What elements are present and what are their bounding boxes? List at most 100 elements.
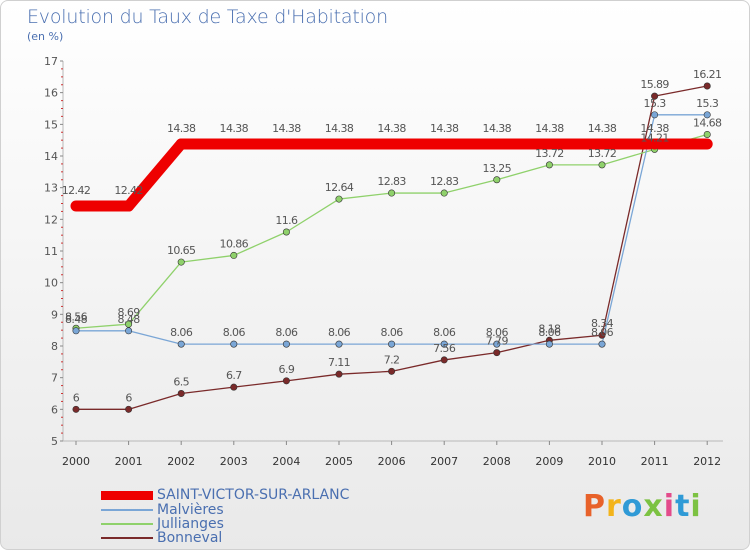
data-point	[703, 82, 711, 90]
data-label: 14.38	[430, 122, 459, 135]
x-tick-label: 2008	[483, 455, 511, 468]
y-tick-label: 11	[44, 245, 58, 258]
data-point	[440, 356, 448, 364]
data-label: 14.38	[272, 122, 301, 135]
data-point	[177, 258, 185, 266]
data-label: 11.6	[275, 214, 298, 227]
data-point	[228, 138, 240, 150]
series-points	[70, 82, 713, 413]
data-label: 12.64	[325, 181, 354, 194]
legend-swatch-jullianges	[101, 523, 153, 525]
x-tick-label: 2009	[535, 455, 563, 468]
data-label: 16.21	[693, 68, 722, 81]
axes: 5 6 7 8 9 10 11 12 13 14 15 16 17 2000 2001 2002 2003 200…	[44, 55, 723, 468]
data-point	[72, 405, 80, 413]
data-label: 14.38	[640, 122, 669, 135]
data-label: 8.69	[118, 306, 141, 319]
data-label: 15.3	[644, 97, 667, 110]
data-point	[123, 200, 135, 212]
legend-swatch-saint-victor	[101, 490, 153, 500]
data-label: 12.83	[430, 175, 459, 188]
data-label: 14.38	[377, 122, 406, 135]
data-label: 8.06	[538, 326, 561, 339]
data-point	[175, 138, 187, 150]
data-label: 6.5	[173, 376, 189, 389]
data-point	[335, 340, 343, 348]
data-point	[230, 383, 238, 391]
legend-swatch-bonneval	[101, 537, 153, 539]
y-tick-label: 14	[44, 150, 58, 163]
data-label: 8.06	[381, 326, 404, 339]
data-point	[230, 251, 238, 259]
y-tick-label: 8	[51, 340, 58, 353]
data-point	[177, 340, 185, 348]
data-label: 8.06	[170, 326, 193, 339]
y-tick-label: 10	[44, 277, 58, 290]
legend-item-saint-victor: SAINT-VICTOR-SUR-ARLANC	[101, 487, 349, 503]
y-tick-label: 12	[44, 213, 58, 226]
data-label: 12.42	[62, 184, 91, 197]
data-point	[543, 138, 555, 150]
data-point	[703, 130, 711, 138]
data-label: 14.38	[535, 122, 564, 135]
data-point	[280, 138, 292, 150]
data-point	[598, 340, 606, 348]
data-label: 12.42	[114, 184, 143, 197]
x-tick-label: 2012	[693, 455, 721, 468]
data-point	[703, 111, 711, 119]
data-label: 6	[73, 391, 80, 404]
data-label: 7.2	[384, 353, 400, 366]
data-point	[177, 389, 185, 397]
data-label: 6.7	[226, 369, 242, 382]
data-point	[386, 138, 398, 150]
y-tick-label: 15	[44, 118, 58, 131]
data-label: 15.3	[696, 97, 719, 110]
legend-item-malvieres: Malvières	[101, 502, 224, 518]
data-label: 8.48	[118, 313, 141, 326]
x-tick-label: 2004	[272, 455, 300, 468]
data-point	[493, 340, 501, 348]
data-label: 8.06	[328, 326, 351, 339]
data-label: 15.89	[640, 78, 669, 91]
legend-item-bonneval: Bonneval	[101, 530, 222, 546]
data-label: 14.38	[483, 122, 512, 135]
legend-swatch-malvieres	[101, 509, 153, 511]
data-label: 8.06	[223, 326, 246, 339]
data-point	[388, 189, 396, 197]
data-point	[125, 327, 133, 335]
y-tick-label: 5	[51, 435, 58, 448]
data-label: 7.11	[328, 356, 350, 369]
data-label: 8.06	[433, 326, 456, 339]
data-label: 8.48	[65, 313, 88, 326]
data-label: 14.38	[588, 122, 617, 135]
y-tick-label: 17	[44, 55, 58, 68]
x-tick-label: 2006	[378, 455, 406, 468]
data-label: 14.21	[640, 131, 669, 144]
data-point	[493, 176, 501, 184]
data-point	[545, 340, 553, 348]
legend-label-malvieres: Malvières	[157, 502, 224, 518]
data-label: 8.06	[486, 326, 509, 339]
legend-item-jullianges: Jullianges	[101, 516, 224, 532]
data-label: 7.79	[486, 335, 509, 348]
proxiti-logo: Proxiti	[583, 489, 702, 524]
data-label: 8.34	[591, 317, 614, 330]
data-point	[440, 340, 448, 348]
data-label: 13.72	[535, 147, 564, 160]
data-label: 6.9	[279, 363, 295, 376]
legend-label-saint-victor: SAINT-VICTOR-SUR-ARLANC	[157, 487, 350, 503]
x-tick-label: 2001	[115, 455, 143, 468]
unit-label: (en %)	[27, 30, 64, 43]
data-point	[491, 138, 503, 150]
data-point	[438, 138, 450, 150]
legend-label-bonneval: Bonneval	[157, 530, 223, 546]
chart-title: Evolution du Taux de Taxe d'Habitation	[27, 6, 388, 28]
data-point	[440, 189, 448, 197]
data-point	[388, 367, 396, 375]
data-point	[125, 405, 133, 413]
data-point	[282, 340, 290, 348]
data-point	[333, 138, 345, 150]
data-label: 14.68	[693, 116, 722, 129]
data-point	[596, 138, 608, 150]
data-label: 10.86	[220, 237, 249, 250]
